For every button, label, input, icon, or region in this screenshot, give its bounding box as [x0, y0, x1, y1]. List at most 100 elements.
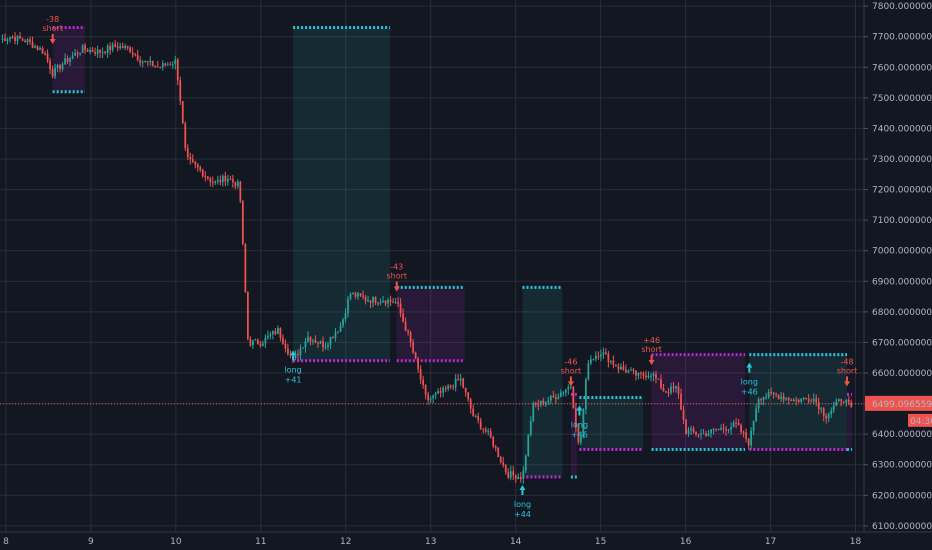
signal-result: -48 — [840, 357, 853, 366]
candle-body — [294, 354, 297, 359]
trade-zone — [293, 27, 390, 361]
candle-body — [642, 373, 645, 376]
candle-body — [269, 334, 272, 336]
candle-body — [645, 375, 647, 378]
candle-body — [745, 432, 747, 440]
candle-body — [720, 428, 722, 430]
candle-body — [685, 419, 687, 434]
candle-body — [374, 296, 377, 303]
candle-body — [810, 401, 813, 403]
candle-body — [635, 370, 637, 376]
candle-body — [712, 429, 715, 431]
candle-body — [615, 364, 617, 367]
candle-body — [464, 387, 467, 393]
candle-body — [89, 49, 92, 52]
candle-body — [141, 62, 144, 64]
candle-body — [239, 181, 242, 202]
price-tick-label: 6600.00000000 — [872, 369, 932, 379]
candle-body — [717, 429, 720, 431]
trade-zone — [651, 354, 746, 450]
candle-body — [402, 313, 404, 322]
candle-body — [792, 399, 795, 402]
candle-body — [830, 410, 833, 415]
candle-body — [71, 55, 74, 59]
candle-body — [234, 182, 237, 187]
candle-body — [489, 431, 492, 438]
candle-body — [807, 398, 810, 402]
candle-body — [259, 344, 262, 346]
candle-body — [106, 45, 109, 53]
candle-body — [595, 355, 597, 359]
candle-body — [682, 409, 685, 420]
candle-body — [504, 465, 507, 473]
candle-body — [547, 400, 550, 403]
candle-body — [690, 428, 692, 431]
candle-body — [660, 379, 662, 389]
time-axis[interactable]: 8 9 10 11 12 13 14 15 16 17 18 — [3, 537, 861, 547]
candle-body — [282, 337, 284, 344]
candle-body — [429, 398, 432, 401]
candle-body — [790, 399, 793, 402]
candle-body — [279, 327, 282, 338]
candle-body — [144, 61, 147, 63]
candle-body — [750, 430, 752, 446]
candle-body — [241, 201, 244, 245]
candle-body — [825, 415, 828, 419]
candle-body — [444, 387, 447, 389]
candle-body — [49, 60, 51, 70]
candle-body — [472, 408, 475, 417]
candle-body — [620, 366, 622, 370]
candles — [1, 31, 853, 484]
candle-body — [19, 35, 21, 39]
candle-body — [357, 293, 359, 297]
candle-body — [607, 353, 610, 363]
signal-result: +46 — [571, 430, 588, 439]
candle-body — [274, 331, 277, 334]
candle-body — [625, 369, 627, 373]
candle-body — [94, 52, 97, 54]
price-tick-label: 6300.00000000 — [872, 461, 932, 471]
price-tick-label: 6700.00000000 — [872, 338, 932, 348]
long-arrow-icon — [290, 350, 297, 361]
price-axis[interactable]: 6100.00000000 6200.00000000 6300.00000000 6… — [864, 2, 932, 532]
price-tick-label: 7300.00000000 — [872, 155, 932, 165]
candle-body — [477, 416, 480, 421]
candle-body — [201, 169, 204, 177]
candle-body — [467, 392, 470, 400]
candle-body — [692, 428, 695, 432]
candle-body — [409, 332, 412, 343]
candle-body — [84, 45, 87, 50]
candle-body — [31, 41, 34, 48]
candle-body — [762, 397, 765, 401]
candle-body — [652, 374, 655, 376]
candle-body — [221, 175, 224, 183]
candle-body — [342, 319, 344, 326]
candle-body — [730, 427, 732, 430]
candle-body — [389, 299, 392, 302]
candle-body — [302, 347, 304, 349]
candle-body — [101, 51, 104, 53]
candle-body — [231, 179, 234, 183]
candle-body — [492, 437, 495, 447]
candle-body — [837, 399, 840, 402]
candle-body — [427, 394, 430, 401]
candle-body — [777, 394, 780, 399]
time-tick-label: 16 — [680, 537, 692, 547]
candle-body — [640, 372, 642, 374]
time-tick-label: 9 — [88, 537, 94, 547]
candle-body — [519, 476, 522, 479]
price-tick-label: 6900.00000000 — [872, 277, 932, 287]
candle-body — [131, 52, 134, 55]
signal-label: short — [42, 24, 63, 33]
candle-body — [817, 402, 820, 410]
candle-body — [139, 60, 142, 63]
candle-body — [169, 64, 172, 66]
candle-body — [662, 388, 665, 392]
candle-body — [767, 392, 770, 398]
candle-body — [835, 401, 838, 406]
candle-body — [392, 301, 394, 303]
signal-result: -38 — [46, 15, 59, 24]
candle-body — [847, 399, 850, 403]
